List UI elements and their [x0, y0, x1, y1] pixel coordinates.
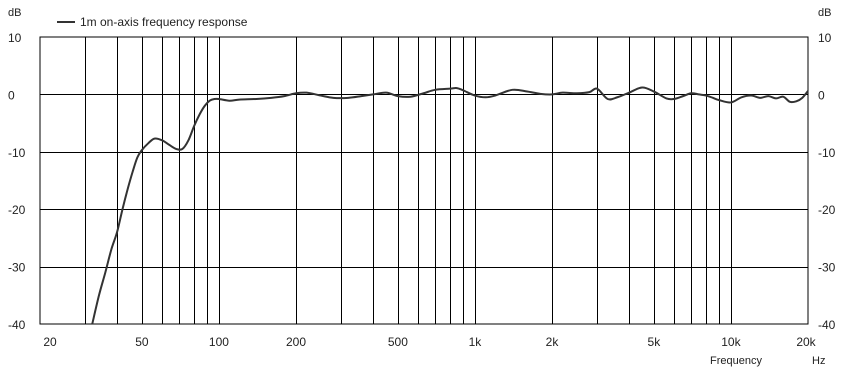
legend: 1m on-axis frequency response [50, 14, 282, 30]
y-tick-label-right: -20 [818, 203, 836, 217]
x-tick-label: 500 [388, 335, 408, 349]
y-axis-ticks: 10 10 0 0 -10 -10 -20 -20 -30 -30 -40 -40 [8, 31, 836, 332]
y-axis-unit-left: dB [8, 7, 21, 19]
legend-label: 1m on-axis frequency response [80, 15, 248, 29]
x-axis-label: Frequency [710, 355, 762, 367]
x-tick-label: 1k [469, 335, 483, 349]
y-tick-label-left: 10 [8, 31, 22, 45]
grid [40, 37, 808, 324]
x-tick-label: 100 [209, 335, 229, 349]
y-axis-unit-right: dB [818, 7, 831, 19]
y-tick-label-right: 0 [818, 88, 825, 102]
y-tick-label-left: -30 [8, 261, 26, 275]
legend-background [50, 14, 282, 30]
x-tick-label: 10k [721, 335, 741, 349]
series [91, 86, 809, 325]
x-tick-label: 20 [43, 335, 57, 349]
y-tick-label-left: -20 [8, 203, 26, 217]
x-tick-label: 200 [286, 335, 306, 349]
x-tick-label: 50 [135, 335, 149, 349]
x-axis-ticks: 20 50 100 200 500 1k 2k 5k 10k 20k [43, 335, 816, 349]
x-tick-label: 20k [796, 335, 816, 349]
y-tick-label-right: -10 [818, 146, 836, 160]
y-tick-label-left: 0 [8, 88, 15, 102]
y-tick-label-right: -30 [818, 261, 836, 275]
y-tick-label-right: -40 [818, 318, 836, 332]
plot-frame [39, 36, 809, 325]
x-axis-unit: Hz [812, 355, 825, 367]
x-tick-label: 5k [648, 335, 662, 349]
y-tick-label-left: -10 [8, 146, 26, 160]
y-tick-label-right: 10 [818, 31, 832, 45]
x-tick-label: 2k [546, 335, 560, 349]
series-line [91, 86, 809, 325]
y-tick-label-left: -40 [8, 318, 26, 332]
